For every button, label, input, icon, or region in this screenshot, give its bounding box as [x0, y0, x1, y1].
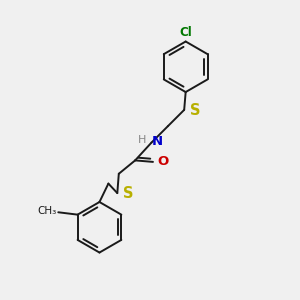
Text: S: S [190, 103, 200, 118]
Text: O: O [158, 155, 169, 168]
Text: CH₃: CH₃ [38, 206, 57, 216]
Text: S: S [123, 186, 133, 201]
Text: N: N [152, 135, 163, 148]
Text: Cl: Cl [179, 26, 192, 38]
Text: H: H [138, 135, 146, 145]
